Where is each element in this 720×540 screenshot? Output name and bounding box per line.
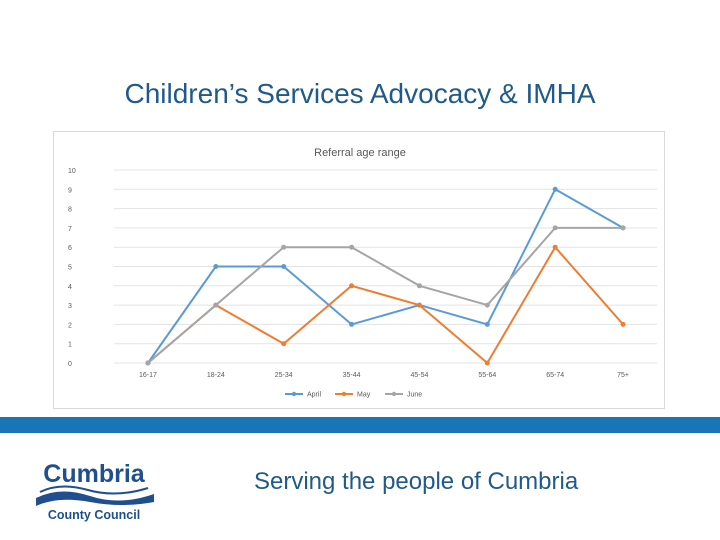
logo-wave xyxy=(36,491,154,506)
tagline: Serving the people of Cumbria xyxy=(254,468,579,495)
data-point xyxy=(145,360,151,366)
y-tick-label: 7 xyxy=(68,226,72,233)
data-point xyxy=(349,321,355,327)
x-tick-label: 16-17 xyxy=(139,372,157,379)
data-point xyxy=(484,360,490,366)
logo-subtitle: County Council xyxy=(48,508,140,522)
slide-title: Children’s Services Advocacy & IMHA xyxy=(124,78,596,109)
data-point xyxy=(552,244,558,250)
data-point xyxy=(349,244,355,250)
data-point xyxy=(281,264,287,269)
series-line-may xyxy=(147,246,624,364)
series-line-june xyxy=(147,226,624,364)
data-point xyxy=(281,244,287,250)
y-tick-label: 10 xyxy=(68,168,76,175)
chart-container: Referral age range 0 1 2 3 4 5 6 7 8 9 10 16-17 18-2… xyxy=(53,131,665,409)
data-point xyxy=(620,321,626,327)
x-tick-label: 75+ xyxy=(617,372,629,379)
x-tick-label: 55-64 xyxy=(478,372,496,379)
legend-label: June xyxy=(407,392,422,399)
logo-word: Cumbria xyxy=(43,460,146,488)
data-point xyxy=(620,225,626,231)
footer-band xyxy=(0,417,720,433)
y-tick-label: 1 xyxy=(68,342,72,349)
data-point xyxy=(484,321,490,327)
data-point xyxy=(213,264,219,269)
data-point xyxy=(416,283,422,289)
x-tick-label: 18-24 xyxy=(207,372,225,379)
x-tick-label: 35-44 xyxy=(343,372,361,379)
data-point xyxy=(552,225,558,231)
y-tick-label: 2 xyxy=(68,322,72,329)
legend-label: May xyxy=(357,392,371,399)
data-point xyxy=(281,341,287,347)
y-tick-label: 4 xyxy=(68,284,72,291)
legend-marker xyxy=(391,391,397,397)
y-tick-label: 0 xyxy=(68,361,72,368)
y-tick-label: 5 xyxy=(68,265,72,272)
legend-marker xyxy=(341,391,347,397)
series-line-april xyxy=(147,188,624,364)
cumbria-logo: Cumbria County Council xyxy=(36,460,154,522)
referral-age-chart: Referral age range 0 1 2 3 4 5 6 7 8 9 10 16-17 18-2… xyxy=(68,147,657,399)
y-tick-label: 9 xyxy=(68,187,72,194)
x-tick-label: 25-34 xyxy=(275,372,293,379)
x-tick-label: 45-54 xyxy=(410,372,428,379)
chart-title: Referral age range xyxy=(314,147,406,159)
data-point xyxy=(484,302,490,308)
legend-label: April xyxy=(307,392,321,399)
data-point xyxy=(552,186,558,192)
y-tick-label: 6 xyxy=(68,245,72,252)
data-point xyxy=(213,302,219,308)
y-tick-label: 3 xyxy=(68,303,72,310)
x-tick-label: 65-74 xyxy=(546,372,564,379)
legend-marker xyxy=(291,391,297,397)
data-point xyxy=(416,302,422,308)
y-tick-label: 8 xyxy=(68,207,72,214)
data-point xyxy=(349,283,355,289)
